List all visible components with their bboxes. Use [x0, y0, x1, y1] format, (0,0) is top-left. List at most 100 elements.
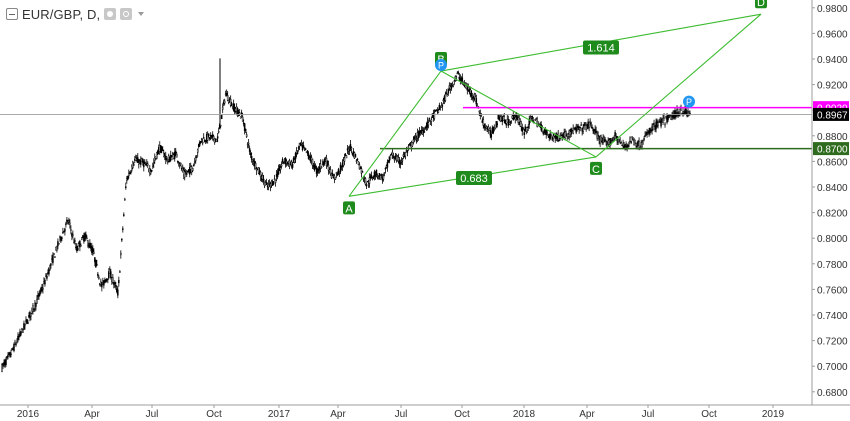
- candle-body: [178, 165, 181, 167]
- candle-body: [583, 124, 585, 127]
- candle-body: [125, 186, 127, 189]
- candle-body: [144, 161, 146, 164]
- candle-body: [26, 318, 28, 324]
- candle-body: [488, 128, 491, 131]
- candle-body: [154, 157, 156, 161]
- candle-body: [56, 246, 58, 251]
- candle-body: [64, 228, 66, 232]
- candle-body: [118, 279, 120, 284]
- candle-body: [44, 280, 46, 285]
- pivot-marker-icon: [435, 59, 447, 72]
- candle-body: [660, 120, 662, 127]
- candle-body: [262, 178, 265, 182]
- candle-body: [48, 268, 50, 275]
- candle-body: [490, 134, 493, 138]
- candle-body: [273, 178, 276, 180]
- candle-body: [348, 149, 351, 152]
- candle-body: [299, 143, 302, 145]
- candle-body: [30, 313, 32, 317]
- candle-body: [69, 222, 71, 225]
- candle-body: [652, 124, 654, 130]
- candles-layer: [1, 58, 691, 373]
- y-tick-label: 0.7000: [817, 362, 848, 373]
- candle-body: [361, 171, 364, 173]
- candle-body: [437, 110, 440, 113]
- visibility-eye-icon[interactable]: [104, 8, 117, 20]
- candle-body: [257, 167, 260, 174]
- candle-body: [167, 161, 169, 163]
- candle-body: [59, 235, 61, 238]
- candle-body: [317, 168, 320, 172]
- candle-body: [166, 156, 168, 159]
- x-tick-label: Jul: [146, 409, 159, 420]
- candle-body: [207, 133, 210, 137]
- candle-body: [211, 134, 214, 138]
- candle-body: [7, 354, 9, 358]
- price-tag-current-bg: [813, 107, 849, 121]
- candle-body: [35, 302, 37, 307]
- candle-body: [642, 140, 644, 145]
- candle-body: [415, 139, 418, 142]
- candle-body: [494, 127, 497, 130]
- candle-body: [36, 298, 38, 304]
- candle-body: [392, 156, 395, 158]
- candle-body: [65, 223, 67, 225]
- candle-body: [223, 100, 226, 104]
- candle-body: [475, 98, 478, 105]
- candle-body: [582, 127, 584, 132]
- candle-body: [272, 181, 275, 185]
- candle-body: [98, 277, 100, 279]
- candle-body: [236, 108, 239, 116]
- candle-body: [221, 107, 224, 110]
- candle-body: [5, 359, 7, 365]
- candle-body: [153, 162, 155, 164]
- candle-body: [141, 158, 143, 162]
- candle-body: [79, 240, 81, 248]
- candle-body: [304, 148, 307, 151]
- candle-body: [359, 166, 362, 169]
- candle-body: [542, 132, 544, 134]
- candle-body: [259, 171, 262, 178]
- candle-body: [280, 164, 283, 167]
- candle-body: [101, 284, 103, 288]
- candle-body: [526, 127, 528, 131]
- candle-body: [198, 142, 201, 146]
- candle-body: [63, 230, 65, 233]
- price-axis: [812, 0, 850, 421]
- candle-body: [242, 122, 245, 125]
- candle-body: [489, 130, 492, 136]
- candle-body: [62, 232, 64, 234]
- candle-body: [399, 162, 402, 165]
- candle-body: [192, 164, 195, 167]
- settings-gear-icon[interactable]: [120, 8, 133, 20]
- point-label-text: A: [345, 203, 353, 215]
- candle-body: [527, 126, 529, 128]
- candle-body: [552, 135, 554, 140]
- candle-body: [362, 177, 365, 180]
- candle-body: [614, 132, 616, 136]
- collapse-legend-icon[interactable]: [6, 8, 18, 20]
- candle-body: [653, 123, 655, 125]
- candle-body: [594, 128, 596, 133]
- candle-body: [668, 116, 670, 119]
- ratio-label-bg: [583, 40, 619, 55]
- x-tick-label: Oct: [206, 409, 222, 420]
- y-tick-label: 0.8800: [817, 132, 848, 143]
- candle-body: [50, 263, 52, 266]
- candle-body: [326, 160, 329, 166]
- candle-body: [108, 271, 110, 279]
- candle-body: [45, 274, 47, 277]
- candle-body: [240, 112, 243, 115]
- candle-body: [42, 287, 44, 290]
- candle-body: [339, 164, 342, 172]
- candle-body: [482, 119, 485, 126]
- candle-body: [510, 121, 513, 123]
- candle-body: [175, 153, 178, 158]
- candle-body: [595, 130, 597, 134]
- candle-body: [194, 157, 197, 162]
- candle-body: [504, 119, 507, 124]
- candle-body: [518, 118, 520, 123]
- candle-body: [675, 113, 677, 117]
- chevron-down-icon[interactable]: [138, 12, 145, 16]
